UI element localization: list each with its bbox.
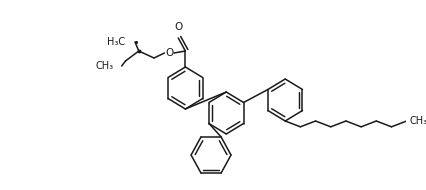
- Text: O: O: [174, 22, 182, 32]
- Text: CH₃: CH₃: [409, 116, 426, 126]
- Text: O: O: [165, 48, 173, 58]
- Text: CH₃: CH₃: [95, 61, 113, 71]
- Text: H₃C: H₃C: [107, 37, 125, 47]
